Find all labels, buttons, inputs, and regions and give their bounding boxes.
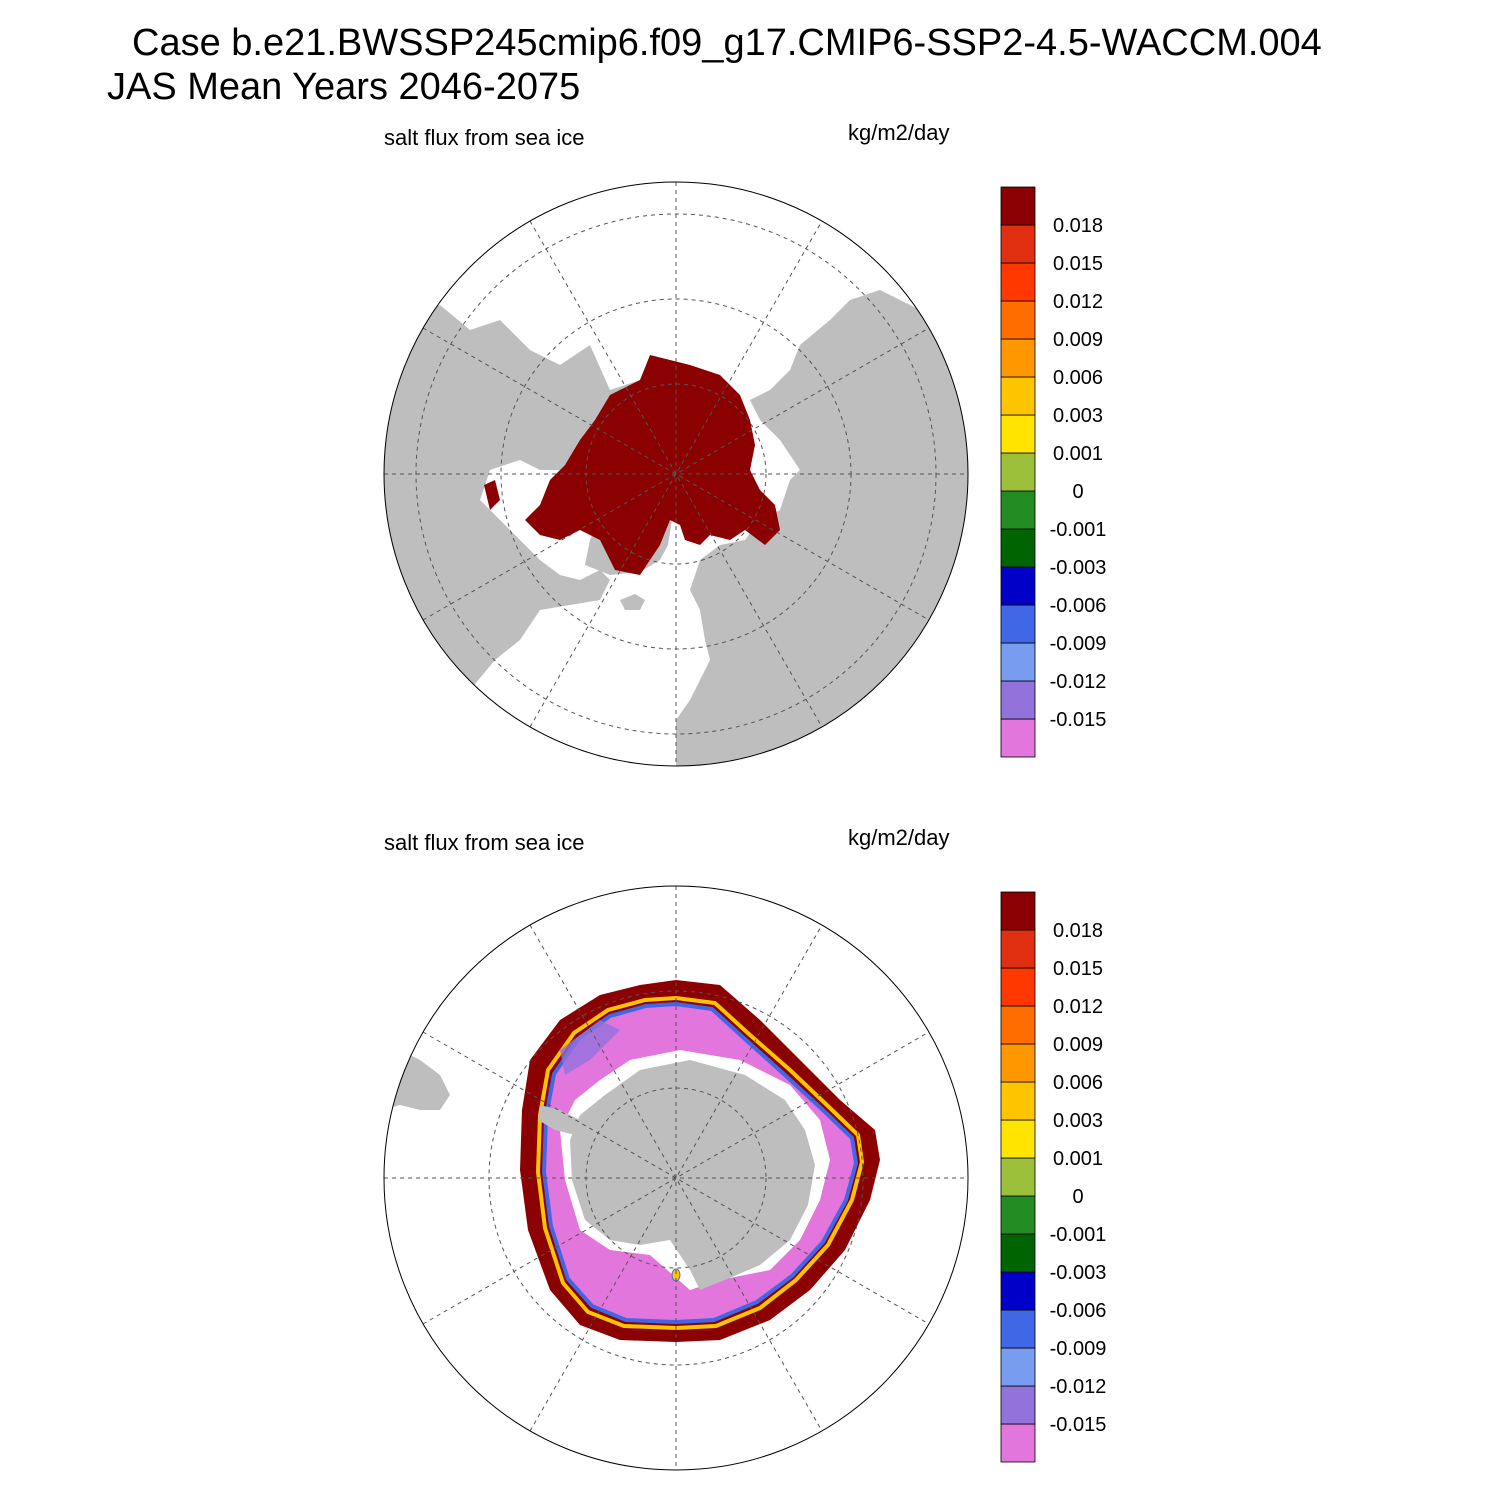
north-colorbar-box — [1000, 566, 1036, 606]
north-colorbar-tick-label: -0.012 — [1050, 671, 1107, 693]
south-colorbar-box — [1000, 929, 1036, 969]
north-colorbar-box — [1000, 528, 1036, 568]
period-title: JAS Mean Years 2046-2075 — [107, 66, 581, 108]
north-sea-ice-field — [525, 355, 780, 575]
south-colorbar: -0.015 -0.012 -0.009 -0.006 -0.003 -0.001 0 0.0… — [1000, 891, 1107, 1463]
south-colorbar-box — [1000, 967, 1036, 1007]
south-colorbar-box — [1000, 1157, 1036, 1197]
south-colorbar-box — [1000, 1347, 1036, 1387]
north-colorbar-tick-label: -0.006 — [1050, 595, 1107, 617]
north-colorbar-box — [1000, 262, 1036, 302]
north-colorbar-tick-label: -0.003 — [1050, 557, 1107, 579]
south-colorbar-box — [1000, 1005, 1036, 1045]
north-colorbar-tick-label: 0.001 — [1053, 443, 1103, 465]
south-polar-map — [383, 885, 969, 1471]
south-colorbar-box — [1000, 891, 1036, 931]
north-colorbar-tick-label: 0.018 — [1053, 215, 1103, 237]
north-colorbar-tick-label: 0.015 — [1053, 253, 1103, 275]
south-colorbar-box — [1000, 1195, 1036, 1235]
south-colorbar-tick-label: 0.001 — [1053, 1148, 1103, 1170]
north-polar-map — [383, 181, 969, 767]
south-units-label: kg/m2/day — [848, 825, 950, 850]
north-colorbar-box — [1000, 338, 1036, 378]
south-colorbar-box — [1000, 1119, 1036, 1159]
south-colorbar-tick-label: -0.006 — [1050, 1300, 1107, 1322]
north-units-label: kg/m2/day — [848, 120, 950, 145]
south-colorbar-tick-label: -0.009 — [1050, 1338, 1107, 1360]
south-colorbar-tick-label: 0.003 — [1053, 1110, 1103, 1132]
north-colorbar-box — [1000, 414, 1036, 454]
case-title: Case b.e21.BWSSP245cmip6.f09_g17.CMIP6-S… — [132, 22, 1322, 64]
south-colorbar-tick-label: -0.003 — [1050, 1262, 1107, 1284]
north-america-landmass — [384, 305, 665, 720]
south-colorbar-tick-label: 0.018 — [1053, 920, 1103, 942]
north-colorbar-tick-label: -0.001 — [1050, 519, 1107, 541]
north-colorbar-box — [1000, 452, 1036, 492]
north-colorbar: -0.015 -0.012 -0.009 -0.006 -0.003 -0.001 0 0.0… — [1000, 186, 1107, 758]
south-colorbar-box — [1000, 1043, 1036, 1083]
north-colorbar-tick-label: 0.003 — [1053, 405, 1103, 427]
north-colorbar-box — [1000, 490, 1036, 530]
north-colorbar-box — [1000, 718, 1036, 758]
north-variable-label: salt flux from sea ice — [384, 125, 585, 150]
antarctica-landmass — [570, 1060, 815, 1290]
south-colorbar-tick-label: -0.012 — [1050, 1376, 1107, 1398]
south-colorbar-box — [1000, 1081, 1036, 1121]
north-colorbar-box — [1000, 224, 1036, 264]
south-colorbar-box — [1000, 1385, 1036, 1425]
south-colorbar-tick-label: -0.001 — [1050, 1224, 1107, 1246]
eurasia-landmass — [676, 290, 968, 766]
south-colorbar-box — [1000, 1271, 1036, 1311]
south-colorbar-box — [1000, 1423, 1036, 1463]
north-colorbar-box — [1000, 186, 1036, 226]
north-colorbar-box — [1000, 376, 1036, 416]
north-colorbar-box — [1000, 680, 1036, 720]
north-colorbar-tick-label: -0.015 — [1050, 709, 1107, 731]
north-colorbar-box — [1000, 642, 1036, 682]
south-colorbar-tick-label: 0 — [1072, 1186, 1083, 1208]
south-colorbar-tick-label: -0.015 — [1050, 1414, 1107, 1436]
north-colorbar-box — [1000, 604, 1036, 644]
south-colorbar-tick-label: 0.012 — [1053, 996, 1103, 1018]
south-colorbar-box — [1000, 1309, 1036, 1349]
iceland-landmass — [620, 594, 645, 610]
north-colorbar-tick-label: 0 — [1072, 481, 1083, 503]
north-colorbar-tick-label: 0.012 — [1053, 291, 1103, 313]
north-colorbar-tick-label: 0.006 — [1053, 367, 1103, 389]
north-colorbar-tick-label: 0.009 — [1053, 329, 1103, 351]
south-colorbar-tick-label: 0.009 — [1053, 1034, 1103, 1056]
south-colorbar-tick-label: 0.006 — [1053, 1072, 1103, 1094]
south-colorbar-box — [1000, 1233, 1036, 1273]
south-variable-label: salt flux from sea ice — [384, 830, 585, 855]
north-colorbar-tick-label: -0.009 — [1050, 633, 1107, 655]
north-colorbar-box — [1000, 300, 1036, 340]
south-colorbar-tick-label: 0.015 — [1053, 958, 1103, 980]
